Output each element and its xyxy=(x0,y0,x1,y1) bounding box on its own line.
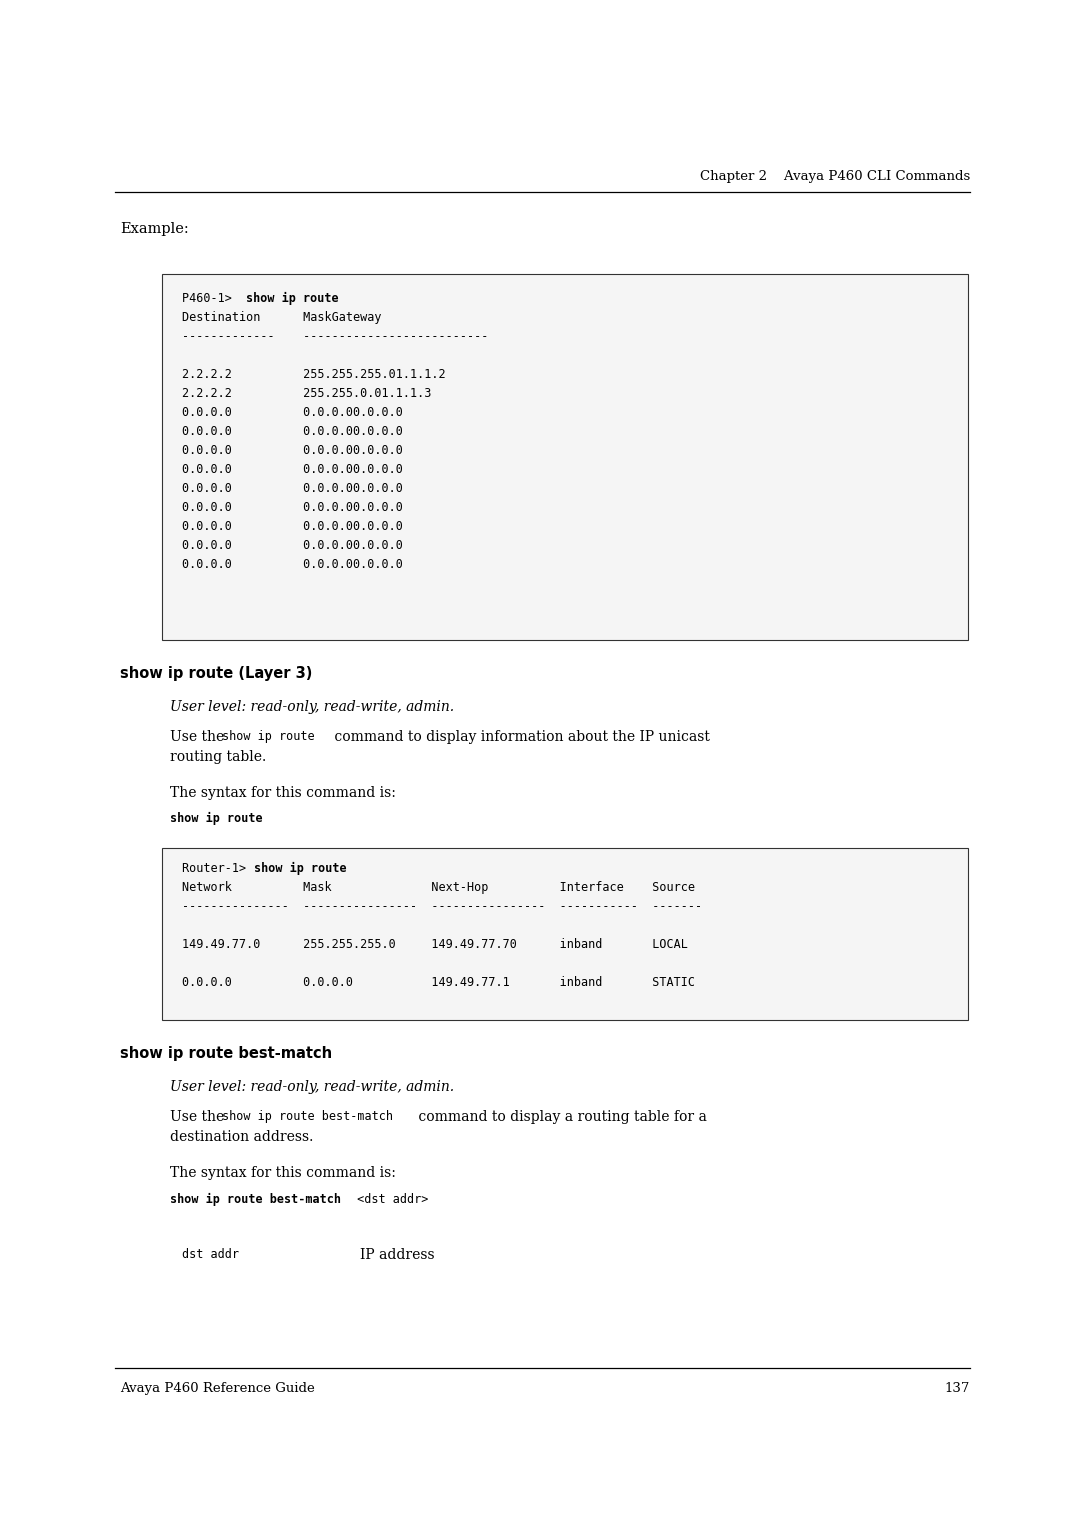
Text: show ip route: show ip route xyxy=(254,862,347,876)
Bar xyxy=(162,848,968,1021)
Text: 0.0.0.0          0.0.0.00.0.0.0: 0.0.0.0 0.0.0.00.0.0.0 xyxy=(183,558,403,571)
Text: 2.2.2.2          255.255.255.01.1.1.2: 2.2.2.2 255.255.255.01.1.1.2 xyxy=(183,368,446,380)
Text: User level: read-only, read-write, admin.: User level: read-only, read-write, admin… xyxy=(170,700,454,714)
Text: 149.49.77.0      255.255.255.0     149.49.77.70      inband       LOCAL: 149.49.77.0 255.255.255.0 149.49.77.70 i… xyxy=(183,938,688,950)
Text: destination address.: destination address. xyxy=(170,1131,313,1144)
Text: dst addr: dst addr xyxy=(183,1248,239,1261)
Text: Avaya P460 Reference Guide: Avaya P460 Reference Guide xyxy=(120,1381,314,1395)
Text: 2.2.2.2          255.255.0.01.1.1.3: 2.2.2.2 255.255.0.01.1.1.3 xyxy=(183,387,431,400)
Text: show ip route (Layer 3): show ip route (Layer 3) xyxy=(120,666,312,681)
Text: User level: read-only, read-write, admin.: User level: read-only, read-write, admin… xyxy=(170,1080,454,1094)
Text: Use the: Use the xyxy=(170,1109,229,1125)
Text: The syntax for this command is:: The syntax for this command is: xyxy=(170,1166,396,1180)
Text: 0.0.0.0          0.0.0.00.0.0.0: 0.0.0.0 0.0.0.00.0.0.0 xyxy=(183,425,403,439)
Text: 0.0.0.0          0.0.0.00.0.0.0: 0.0.0.0 0.0.0.00.0.0.0 xyxy=(183,445,403,457)
Text: Example:: Example: xyxy=(120,222,189,235)
Text: show ip route best-match: show ip route best-match xyxy=(170,1193,341,1206)
Text: 0.0.0.0          0.0.0.00.0.0.0: 0.0.0.0 0.0.0.00.0.0.0 xyxy=(183,539,403,552)
Text: 0.0.0.0          0.0.0.0           149.49.77.1       inband       STATIC: 0.0.0.0 0.0.0.0 149.49.77.1 inband STATI… xyxy=(183,976,696,989)
Text: command to display a routing table for a: command to display a routing table for a xyxy=(414,1109,707,1125)
Text: show ip route best-match: show ip route best-match xyxy=(222,1109,393,1123)
Text: show ip route: show ip route xyxy=(246,292,339,306)
Text: Use the: Use the xyxy=(170,730,229,744)
Text: 137: 137 xyxy=(945,1381,970,1395)
Text: show ip route best-match: show ip route best-match xyxy=(120,1047,333,1060)
Text: 0.0.0.0          0.0.0.00.0.0.0: 0.0.0.0 0.0.0.00.0.0.0 xyxy=(183,463,403,477)
Text: IP address: IP address xyxy=(360,1248,434,1262)
Text: <dst addr>: <dst addr> xyxy=(350,1193,429,1206)
Text: 0.0.0.0          0.0.0.00.0.0.0: 0.0.0.0 0.0.0.00.0.0.0 xyxy=(183,481,403,495)
Text: P460-1>: P460-1> xyxy=(183,292,239,306)
Text: ---------------  ----------------  ----------------  -----------  -------: --------------- ---------------- -------… xyxy=(183,900,702,914)
Text: command to display information about the IP unicast: command to display information about the… xyxy=(330,730,710,744)
Text: Network          Mask              Next-Hop          Interface    Source: Network Mask Next-Hop Interface Source xyxy=(183,882,696,894)
Text: routing table.: routing table. xyxy=(170,750,267,764)
Text: Router-1>: Router-1> xyxy=(183,862,253,876)
Text: -------------    --------------------------: ------------- -------------------------- xyxy=(183,330,488,342)
Bar xyxy=(162,274,968,640)
Text: 0.0.0.0          0.0.0.00.0.0.0: 0.0.0.0 0.0.0.00.0.0.0 xyxy=(183,406,403,419)
Text: Chapter 2    Avaya P460 CLI Commands: Chapter 2 Avaya P460 CLI Commands xyxy=(700,170,970,183)
Text: 0.0.0.0          0.0.0.00.0.0.0: 0.0.0.0 0.0.0.00.0.0.0 xyxy=(183,501,403,513)
Text: show ip route: show ip route xyxy=(222,730,314,743)
Text: The syntax for this command is:: The syntax for this command is: xyxy=(170,785,396,801)
Text: Destination      MaskGateway: Destination MaskGateway xyxy=(183,312,381,324)
Text: 0.0.0.0          0.0.0.00.0.0.0: 0.0.0.0 0.0.0.00.0.0.0 xyxy=(183,520,403,533)
Text: show ip route: show ip route xyxy=(170,811,262,825)
